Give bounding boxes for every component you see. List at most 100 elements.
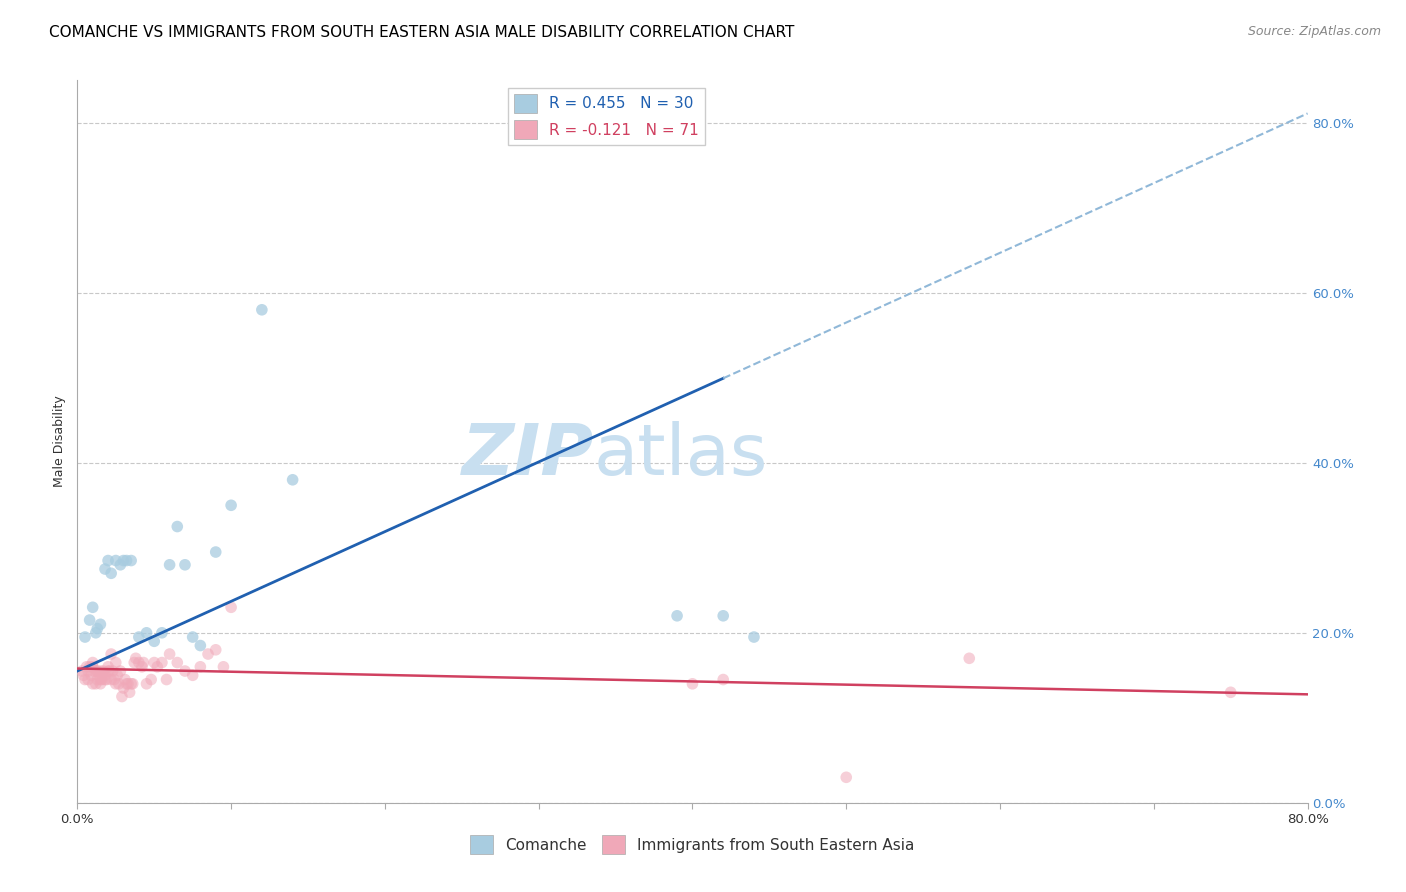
Point [89, 617, 111, 632]
Point [103, 673, 125, 687]
Point [219, 498, 242, 512]
Point [86, 622, 108, 636]
Point [174, 558, 197, 572]
Point [94, 668, 117, 682]
Point [87, 668, 110, 682]
Point [188, 639, 212, 653]
Point [141, 673, 163, 687]
Point [125, 651, 148, 665]
Point [89, 673, 111, 687]
Point [73, 630, 96, 644]
Point [112, 681, 135, 695]
Point [83, 664, 105, 678]
Point [70, 664, 93, 678]
Point [72, 668, 94, 682]
Point [146, 660, 169, 674]
Text: atlas: atlas [595, 422, 769, 491]
Point [100, 566, 122, 581]
Point [150, 656, 173, 670]
Point [143, 656, 166, 670]
Text: COMANCHE VS IMMIGRANTS FROM SOUTH EASTERN ASIA MALE DISABILITY CORRELATION CHART: COMANCHE VS IMMIGRANTS FROM SOUTH EASTER… [49, 25, 794, 40]
Point [97, 660, 120, 674]
Point [174, 664, 197, 678]
Point [742, 630, 765, 644]
Point [197, 647, 219, 661]
Point [120, 553, 142, 567]
Point [79, 660, 101, 674]
Point [135, 677, 157, 691]
Point [132, 656, 155, 670]
Point [110, 558, 132, 572]
Point [212, 660, 235, 674]
Point [166, 656, 188, 670]
Point [204, 642, 226, 657]
Point [155, 673, 177, 687]
Point [80, 668, 103, 682]
Point [115, 553, 138, 567]
Point [111, 690, 134, 704]
Point [121, 677, 143, 691]
Point [711, 608, 734, 623]
Point [143, 634, 166, 648]
Point [94, 673, 117, 687]
Point [97, 664, 120, 678]
Point [1219, 685, 1241, 699]
Point [84, 664, 107, 678]
Point [84, 677, 107, 691]
Point [82, 656, 104, 670]
Point [89, 677, 111, 691]
Point [122, 656, 145, 670]
Point [117, 677, 139, 691]
Point [104, 677, 127, 691]
Point [131, 660, 153, 674]
Point [150, 625, 173, 640]
Point [73, 673, 96, 687]
Y-axis label: Male Disability: Male Disability [52, 396, 66, 487]
Point [101, 664, 124, 678]
Point [128, 656, 150, 670]
Point [114, 673, 136, 687]
Point [97, 553, 120, 567]
Point [108, 677, 131, 691]
Point [135, 625, 157, 640]
Point [98, 664, 121, 678]
Point [86, 664, 108, 678]
Point [93, 664, 115, 678]
Point [250, 302, 273, 317]
Point [181, 630, 204, 644]
Point [86, 673, 108, 687]
Point [181, 668, 204, 682]
Point [76, 660, 98, 674]
Point [104, 553, 127, 567]
Point [120, 677, 142, 691]
Point [79, 613, 101, 627]
Point [159, 558, 181, 572]
Point [82, 600, 104, 615]
Point [115, 677, 138, 691]
Point [188, 660, 212, 674]
Point [110, 664, 132, 678]
Text: Source: ZipAtlas.com: Source: ZipAtlas.com [1247, 25, 1381, 38]
Point [204, 545, 226, 559]
Point [100, 673, 122, 687]
Point [89, 664, 111, 678]
Text: ZIP: ZIP [461, 422, 595, 491]
Point [118, 685, 141, 699]
Point [711, 673, 734, 687]
Point [159, 647, 181, 661]
Point [82, 677, 104, 691]
Point [104, 656, 127, 670]
Point [100, 647, 122, 661]
Point [90, 668, 114, 682]
Point [166, 519, 188, 533]
Point [90, 673, 114, 687]
Point [77, 673, 100, 687]
Point [105, 668, 128, 682]
Point [77, 664, 100, 678]
Point [666, 608, 689, 623]
Point [219, 600, 242, 615]
Point [835, 770, 858, 784]
Point [682, 677, 704, 691]
Point [82, 660, 104, 674]
Point [96, 673, 118, 687]
